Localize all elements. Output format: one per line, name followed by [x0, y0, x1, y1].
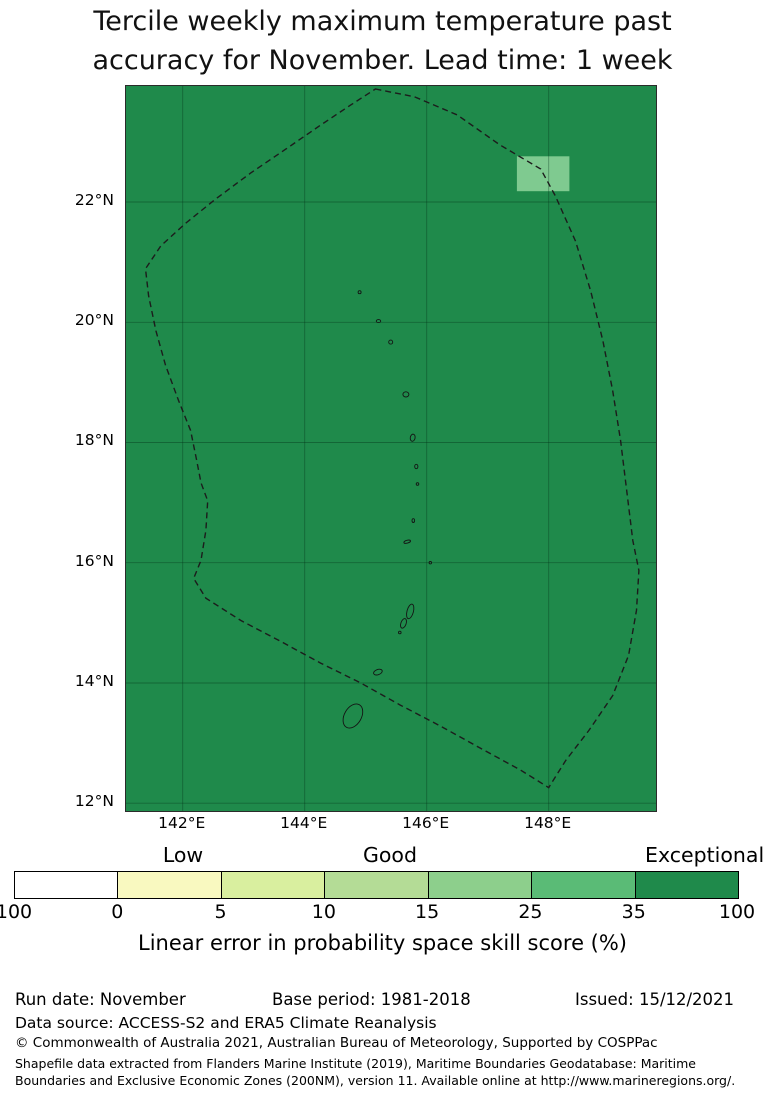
y-axis-tick-label: 14°N — [74, 671, 114, 690]
y-axis-tick-label: 16°N — [74, 551, 114, 570]
island-outline — [415, 482, 420, 486]
x-axis-tick-label: 144°E — [280, 814, 328, 832]
y-axis-tick-label: 12°N — [74, 792, 114, 811]
island-outline — [388, 339, 394, 345]
colorbar-label-good: Good — [363, 843, 417, 867]
map-plot — [125, 85, 657, 812]
island-outline — [375, 319, 382, 324]
island-outline — [402, 391, 410, 398]
y-axis-tick-label: 18°N — [74, 431, 114, 450]
colorbar-label-low: Low — [162, 843, 204, 867]
colorbar — [14, 871, 739, 899]
x-axis-tick-label: 148°E — [524, 814, 572, 832]
island-outline — [411, 518, 416, 523]
map-fill — [126, 86, 656, 811]
colorbar-segment — [324, 872, 428, 898]
island-outline — [400, 618, 407, 629]
footer-run-date: Run date: November — [15, 990, 186, 1009]
colorbar-tick-label: 100 — [718, 901, 756, 923]
colorbar-tick-label: 15 — [415, 901, 440, 923]
colorbar-tick-label: 5 — [214, 901, 227, 923]
island-outline — [398, 630, 402, 635]
x-axis-tick-label: 142°E — [158, 814, 206, 832]
footer-data-source: Data source: ACCESS-S2 and ERA5 Climate … — [15, 1014, 437, 1032]
colorbar-segment — [531, 872, 635, 898]
footer-base-period: Base period: 1981-2018 — [272, 990, 471, 1009]
island-outline — [342, 703, 364, 729]
colorbar-segment — [427, 872, 532, 898]
island-outline — [357, 290, 362, 295]
map-canvas — [126, 86, 656, 811]
colorbar-segment — [220, 872, 325, 898]
colorbar-tick-label: 25 — [518, 901, 543, 923]
colorbar-label-exceptional: Exceptional — [645, 843, 765, 867]
colorbar-tick-label: 0 — [111, 901, 124, 923]
colorbar-segment — [634, 872, 738, 898]
colorbar-tick-label: 10 — [311, 901, 336, 923]
island-outline — [373, 668, 383, 676]
y-axis-tick-label: 22°N — [74, 191, 114, 210]
island-outline — [414, 463, 419, 470]
footer-copyright: © Commonwealth of Australia 2021, Austra… — [15, 1035, 658, 1051]
colorbar-tick-label: 100 — [0, 901, 33, 923]
island-outline — [403, 539, 411, 544]
colorbar-caption: Linear error in probability space skill … — [138, 931, 627, 955]
footer-issued: Issued: 15/12/2021 — [575, 990, 735, 1009]
x-axis-tick-label: 146°E — [402, 814, 450, 832]
figure-title-line2: accuracy for November. Lead time: 1 week — [92, 45, 673, 76]
island-outline — [409, 433, 416, 442]
y-axis-tick-label: 20°N — [74, 311, 114, 330]
colorbar-segment — [15, 872, 118, 898]
island-outline — [428, 561, 432, 565]
colorbar-tick-label: 35 — [621, 901, 646, 923]
figure-title: Tercile weekly maximum temperature past … — [0, 2, 765, 80]
figure-title-line1: Tercile weekly maximum temperature past — [93, 6, 672, 37]
footer-shapefile-note: Shapefile data extracted from Flanders M… — [15, 1056, 736, 1088]
colorbar-segment — [117, 872, 221, 898]
island-outline — [406, 603, 415, 620]
